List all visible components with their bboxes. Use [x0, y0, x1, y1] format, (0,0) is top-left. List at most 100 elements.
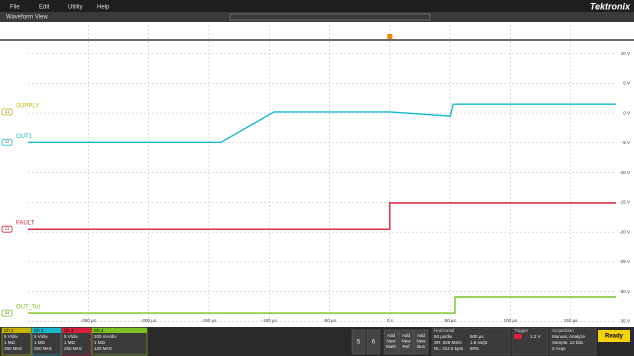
trace	[28, 103, 616, 143]
channel-setting: 250 MHz	[64, 346, 83, 351]
panel-value: 60%	[470, 346, 479, 351]
channel-marker-label: C2	[5, 140, 10, 144]
trace-label: SUPPLY	[16, 103, 39, 109]
brand: Tektronix	[590, 1, 631, 11]
y-tick-label: 5 V	[623, 81, 630, 86]
trigger-position	[387, 34, 393, 39]
horizontal-box[interactable]	[431, 327, 511, 356]
panel-value: Manual, Analyze	[552, 334, 586, 339]
x-tick-label: -150 µs	[201, 318, 217, 323]
channel-setting: 1 MΩ	[94, 340, 106, 345]
menu-bar	[0, 0, 634, 12]
button[interactable]	[413, 329, 429, 355]
x-tick-label: -200 µs	[141, 318, 157, 323]
y-tick-label: -15 V	[619, 200, 630, 205]
channel-marker-label: C4	[5, 311, 10, 315]
trace	[28, 202, 616, 230]
status: Ready	[605, 334, 624, 340]
channel-title: Ch 1	[4, 328, 14, 333]
channel-marker	[1, 138, 13, 146]
plot-area	[0, 22, 634, 327]
channel-marker-label: C1	[5, 110, 10, 114]
x-tick-label: 0 s	[387, 318, 394, 323]
x-tick-label: 150 µs	[564, 318, 578, 323]
channel-marker	[1, 225, 13, 233]
panel-value: RL: 312.5 kpts	[434, 346, 464, 351]
menu-item[interactable]: Utility	[68, 5, 83, 11]
channel-header	[2, 328, 31, 333]
y-tick-label: -25 V	[619, 259, 630, 264]
x-tick-label: -50 µs	[323, 318, 336, 323]
channel-title: Ch 2	[34, 328, 44, 333]
channel-setting: 1 MΩ	[64, 340, 76, 345]
x-tick-label: 100 µs	[504, 318, 518, 323]
panel-value: 2 Acqs	[552, 346, 566, 351]
button[interactable]	[351, 329, 366, 355]
channel-marker	[1, 108, 13, 116]
button[interactable]	[398, 329, 414, 355]
button-label: Add	[417, 333, 426, 338]
channel-setting: 1 MΩ	[34, 340, 46, 345]
status-badge	[598, 330, 630, 342]
channel-header	[32, 328, 61, 333]
button-label: Add	[402, 333, 411, 338]
y-tick-label: -10 V	[619, 170, 630, 175]
y-tick-label: 10 V	[621, 51, 630, 56]
button-label: New	[386, 339, 396, 344]
menu-item[interactable]: Help	[97, 5, 110, 11]
y-tick-label: -5 V	[622, 140, 630, 145]
y-tick-label: -30 V	[619, 289, 630, 294]
button-label: Math	[386, 344, 397, 349]
panel-title: Acquisition	[552, 328, 574, 333]
channel-setting: 250 MHz	[4, 346, 23, 351]
acquisition-box[interactable]	[549, 327, 597, 356]
menu-item[interactable]: Edit	[39, 5, 50, 11]
overview-box	[229, 13, 431, 21]
channel-marker-label: C3	[5, 227, 10, 231]
x-tick-label: -100 µs	[262, 318, 278, 323]
trace	[28, 296, 616, 314]
view-title: Waveform View	[6, 15, 48, 21]
button-label: Bus	[417, 344, 426, 349]
panel-value: 1.2 V	[530, 334, 541, 339]
y-tick-label: -20 V	[619, 229, 630, 234]
channel-setting: 120 MHz	[94, 346, 113, 351]
channel-setting: 1 MΩ	[4, 340, 16, 345]
x-tick-label: 50 µs	[445, 318, 457, 323]
channel-marker	[1, 309, 13, 317]
button-label: 5	[357, 340, 361, 346]
trace-label: OUT1	[16, 134, 33, 140]
panel-title: Trigger	[514, 328, 529, 333]
trace-label: OUT_Tot	[16, 305, 40, 311]
channel-setting: 250 MHz	[34, 346, 53, 351]
y-tick-label: -35 V	[619, 319, 630, 324]
channel-title: Ch 3	[64, 328, 74, 333]
x-tick-label: -250 µs	[81, 318, 97, 323]
button-label: New	[401, 339, 411, 344]
button-label: Ref	[402, 344, 410, 349]
channel-title: Ch 4	[94, 328, 104, 333]
plot: -250 µs -200 µs -150 µs -100 µs -50 µs 0 s 50 …	[0, 25, 634, 325]
trace-label: FAULT	[16, 221, 35, 227]
channel-header	[92, 328, 147, 333]
panel-value: Sample: 12 bits	[552, 340, 584, 345]
panel-value: SR: 625 MS/s	[434, 340, 463, 345]
view-title-bar	[0, 12, 634, 22]
channel-setting: 200 mA/div	[94, 334, 117, 339]
trigger-source	[514, 334, 522, 339]
channel-header	[62, 328, 91, 333]
panel-value: 1.6 ns/pt	[470, 340, 488, 345]
channel-setting: 5 V/div	[64, 334, 79, 339]
channel-setting: 5 V/div	[34, 334, 49, 339]
menu-item[interactable]: File	[10, 5, 20, 11]
channel-setting: 5 V/div	[4, 334, 19, 339]
button[interactable]	[383, 329, 399, 355]
panel-value: 500 µs	[470, 334, 484, 339]
y-tick-label: 0 V	[623, 110, 630, 115]
trigger-box[interactable]	[511, 327, 549, 356]
button-label: Add	[387, 333, 396, 338]
button[interactable]	[366, 329, 381, 355]
